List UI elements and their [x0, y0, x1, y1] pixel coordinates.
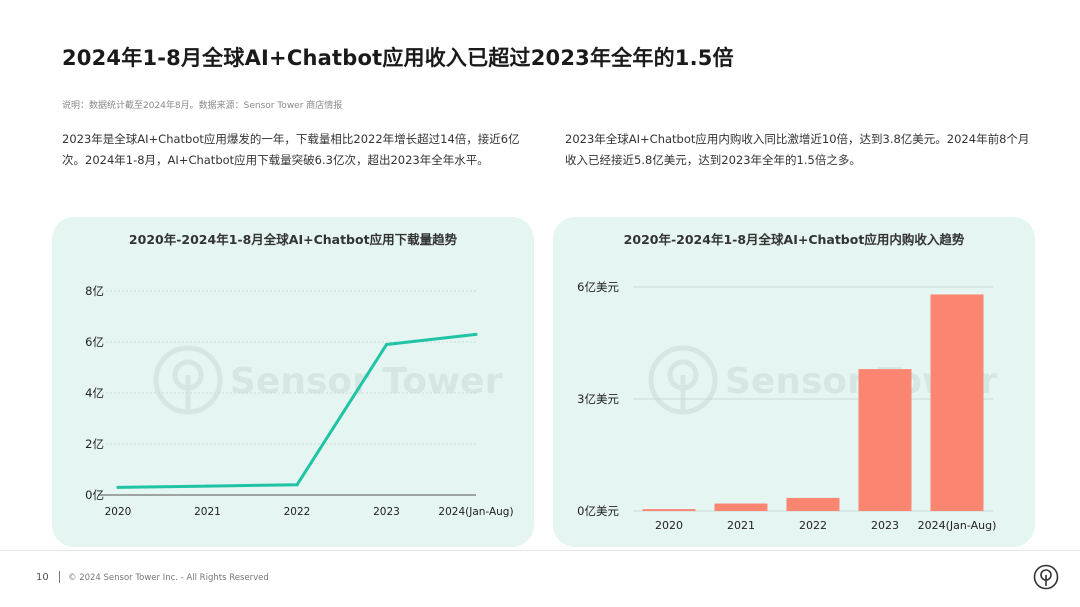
y-tick-label: 0亿美元: [577, 504, 619, 518]
x-tick-label: 2024(Jan-Aug): [438, 506, 513, 518]
revenue-summary-text: 2023年全球AI+Chatbot应用内购收入同比激增近10倍，达到3.8亿美元…: [565, 132, 1030, 167]
watermark-text: Sensor Tower: [230, 361, 503, 402]
footer-divider: [0, 550, 1080, 551]
footer-separator: [59, 571, 60, 583]
data-point: [295, 483, 299, 487]
revenue-bar: [786, 497, 840, 511]
x-tick-label: 2021: [194, 506, 221, 518]
x-tick-label: 2024(Jan-Aug): [918, 519, 997, 532]
revenue-chart-title: 2020年-2024年1-8月全球AI+Chatbot应用内购收入趋势: [623, 232, 965, 247]
revenue-bar: [858, 369, 912, 511]
watermark: Sensor Tower: [153, 345, 503, 415]
watermark-logo-inner: [667, 359, 699, 391]
sensor-tower-logo-icon: [1033, 564, 1059, 590]
copyright-text: © 2024 Sensor Tower Inc. - All Rights Re…: [68, 573, 269, 583]
data-point: [474, 332, 478, 336]
y-tick-label: 8亿: [85, 284, 104, 298]
y-tick-label: 2亿: [85, 437, 104, 451]
download-chart-title: 2020年-2024年1-8月全球AI+Chatbot应用下载量趋势: [128, 232, 458, 247]
y-tick-label: 3亿美元: [577, 392, 619, 406]
x-tick-label: 2021: [727, 519, 755, 532]
x-tick-label: 2023: [373, 506, 400, 518]
y-tick-label: 6亿: [85, 335, 104, 349]
x-tick-label: 2023: [871, 519, 899, 532]
download-chart-panel: 2020年-2024年1-8月全球AI+Chatbot应用下载量趋势 Senso…: [52, 217, 534, 547]
revenue-bar: [930, 294, 984, 511]
data-point: [385, 343, 388, 347]
watermark-logo-icon: [153, 345, 223, 415]
download-line-chart: Sensor Tower 0亿 2亿 4亿 6亿 8亿 2020 2021 2022 2023 20…: [85, 284, 513, 518]
page-title: 2024年1-8月全球AI+Chatbot应用收入已超过2023年全年的1.5倍: [62, 46, 734, 70]
source-note: 说明：数据统计截至2024年8月。数据来源：Sensor Tower 商店情报: [62, 101, 343, 111]
y-tick-label: 0亿: [85, 488, 104, 502]
revenue-bar: [714, 503, 768, 511]
data-point: [206, 484, 209, 488]
y-tick-label: 4亿: [85, 386, 104, 400]
watermark-logo-icon: [648, 345, 718, 415]
x-tick-label: 2020: [655, 519, 683, 532]
revenue-chart-panel: 2020年-2024年1-8月全球AI+Chatbot应用内购收入趋势 Sens…: [553, 217, 1035, 547]
download-series-line: [116, 332, 478, 489]
x-tick-label: 2020: [105, 506, 132, 518]
data-point: [116, 485, 120, 489]
revenue-bar: [642, 509, 696, 511]
x-tick-label: 2022: [799, 519, 827, 532]
download-summary-text: 2023年是全球AI+Chatbot应用爆发的一年，下载量相比2022年增长超过…: [62, 132, 520, 167]
page-number: 10: [36, 572, 49, 583]
x-tick-label: 2022: [284, 506, 311, 518]
y-tick-label: 6亿美元: [577, 280, 619, 294]
watermark-logo-inner: [172, 359, 204, 391]
revenue-bar-chart: Sensor Tower0亿美元3亿美元6亿美元2020202120222023…: [577, 280, 997, 532]
